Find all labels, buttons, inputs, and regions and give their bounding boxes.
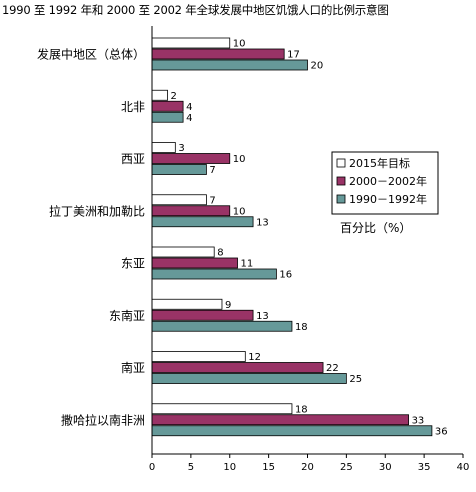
x-tick-label: 0 <box>149 462 155 473</box>
data-label: 10 <box>233 39 246 50</box>
data-label: 2 <box>171 91 177 102</box>
axis-title: 百分比（%） <box>340 221 411 235</box>
category-label: 东南亚 <box>109 308 145 323</box>
legend-entry: 2015年目标 <box>349 156 410 170</box>
bar <box>151 89 168 101</box>
data-label: 7 <box>209 165 215 176</box>
bar <box>151 298 223 310</box>
bar <box>151 205 231 217</box>
bar <box>151 403 293 415</box>
bar <box>151 216 254 228</box>
data-label: 12 <box>248 352 261 363</box>
bar <box>151 425 433 437</box>
bar <box>151 268 277 280</box>
bar <box>151 414 409 426</box>
legend-entry: 1990－1992年 <box>349 192 427 206</box>
bar <box>151 194 207 206</box>
bar <box>151 257 238 269</box>
x-tick-label: 40 <box>457 462 470 473</box>
chart-title: 1990 至 1992 年和 2000 至 2002 年全球发展中地区饥饿人口的… <box>2 3 389 17</box>
data-label: 10 <box>233 154 246 165</box>
bar <box>151 373 347 384</box>
bar <box>151 309 254 321</box>
x-tick-label: 20 <box>301 462 314 473</box>
data-label: 33 <box>412 415 425 426</box>
category-label: 拉丁美洲和加勒比 <box>49 203 145 218</box>
bar <box>151 48 285 60</box>
data-label: 18 <box>295 322 308 333</box>
data-label: 18 <box>295 404 308 415</box>
category-label: 西亚 <box>121 152 145 166</box>
bar <box>151 351 246 362</box>
data-label: 13 <box>256 311 269 322</box>
bar <box>151 37 231 49</box>
data-label: 4 <box>186 102 192 113</box>
x-tick-label: 10 <box>223 462 236 473</box>
category-label: 撒哈拉以南非洲 <box>61 412 145 427</box>
data-label: 11 <box>241 259 254 270</box>
bar <box>151 320 293 332</box>
legend: 2015年目标 2000－2002年 1990－1992年 <box>331 151 439 215</box>
data-label: 20 <box>311 61 324 72</box>
data-label: 9 <box>225 300 231 311</box>
category-label: 南亚 <box>121 360 145 375</box>
category-label: 北非 <box>121 100 145 114</box>
x-tick-label: 35 <box>418 462 431 473</box>
legend-box <box>331 151 439 215</box>
x-tick-label: 30 <box>379 462 392 473</box>
bar <box>151 362 324 373</box>
bar <box>151 111 184 123</box>
legend-swatch <box>336 176 346 186</box>
legend-entry: 2000－2002年 <box>349 174 427 188</box>
data-label: 7 <box>209 195 215 206</box>
bar <box>151 164 207 175</box>
x-axis: 0 5 10 15 20 25 30 35 40 <box>149 26 470 473</box>
bar <box>151 100 184 112</box>
category-label: 东亚 <box>121 257 145 271</box>
category-label: 发展中地区（总体） <box>37 47 145 62</box>
data-label: 22 <box>326 363 339 374</box>
x-tick-label: 25 <box>340 462 353 473</box>
legend-swatch <box>336 194 346 204</box>
data-label: 25 <box>349 374 362 385</box>
data-label: 4 <box>186 113 192 124</box>
bars-layer: 10 17 20 244 3 10 7 7 10 13 8 11 16 9 13 18 12 22 25 18 33 36 <box>151 37 448 437</box>
data-label: 36 <box>435 426 448 437</box>
legend-swatch <box>336 158 346 168</box>
bar <box>151 153 231 164</box>
bar <box>151 142 176 153</box>
data-label: 3 <box>178 143 184 154</box>
data-label: 10 <box>233 206 246 217</box>
bar <box>151 246 215 258</box>
data-label: 16 <box>279 270 292 281</box>
x-tick-label: 15 <box>262 462 275 473</box>
data-label: 8 <box>217 248 223 259</box>
bar <box>151 59 308 71</box>
data-label: 17 <box>287 50 300 61</box>
data-label: 13 <box>256 217 269 228</box>
x-tick-label: 5 <box>188 462 194 473</box>
